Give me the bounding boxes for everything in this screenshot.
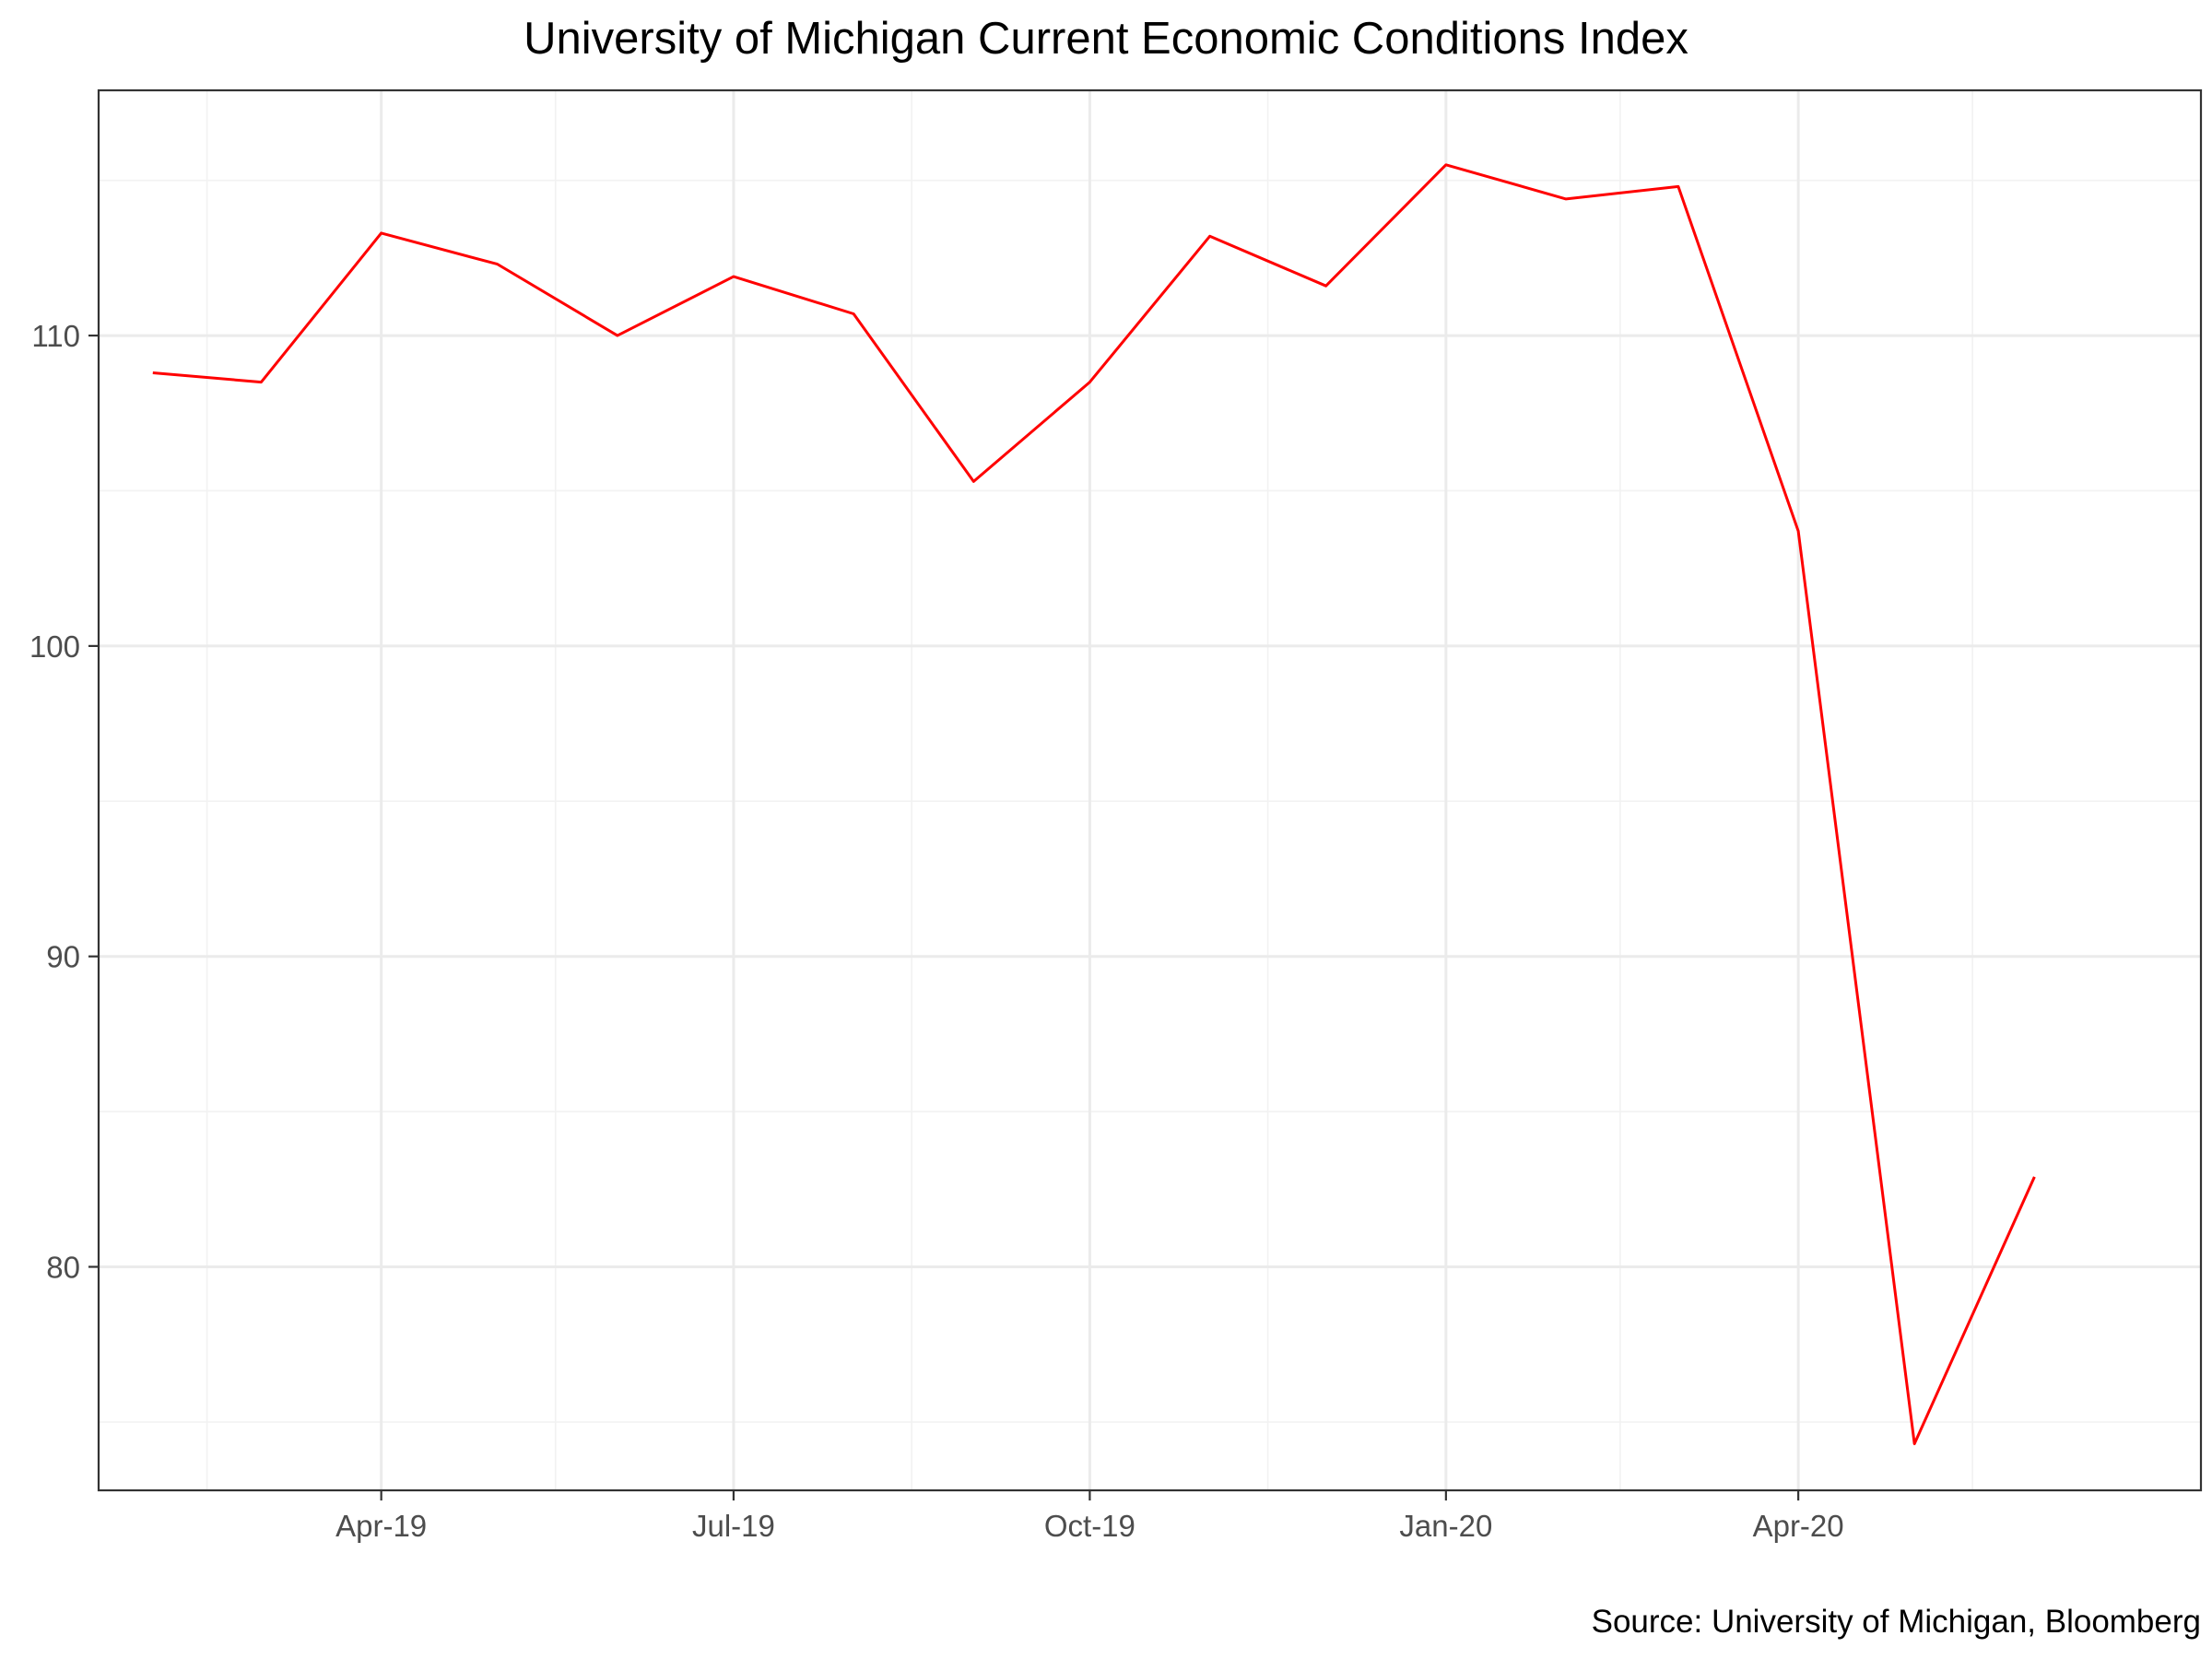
x-tick-label-4: Apr-20 xyxy=(1753,1509,1844,1543)
axis-ticks xyxy=(88,334,1800,1500)
x-tick-label-0: Apr-19 xyxy=(335,1509,427,1543)
x-tick-label-1: Jul-19 xyxy=(692,1509,775,1543)
major-grid xyxy=(99,90,2201,1490)
panel-border xyxy=(97,88,2203,1492)
chart-title: University of Michigan Current Economic … xyxy=(524,14,1688,64)
y-tick-label-3: 110 xyxy=(31,319,80,353)
x-tick-label-3: Jan-20 xyxy=(1399,1509,1492,1543)
y-tick-label-1: 90 xyxy=(46,940,80,974)
y-tick-label-2: 100 xyxy=(29,629,80,664)
minor-grid xyxy=(99,90,2201,1490)
y-tick-label-0: 80 xyxy=(46,1250,80,1284)
chart-caption: Source: University of Michigan, Bloomber… xyxy=(1591,1604,2201,1640)
y-axis-tick-labels: 80 90 100 110 xyxy=(29,319,80,1284)
x-tick-label-2: Oct-19 xyxy=(1044,1509,1135,1543)
x-axis-tick-labels: Apr-19 Jul-19 Oct-19 Jan-20 Apr-20 xyxy=(335,1509,1844,1543)
series-line-0 xyxy=(152,163,2036,1445)
series-layer xyxy=(152,163,2036,1445)
